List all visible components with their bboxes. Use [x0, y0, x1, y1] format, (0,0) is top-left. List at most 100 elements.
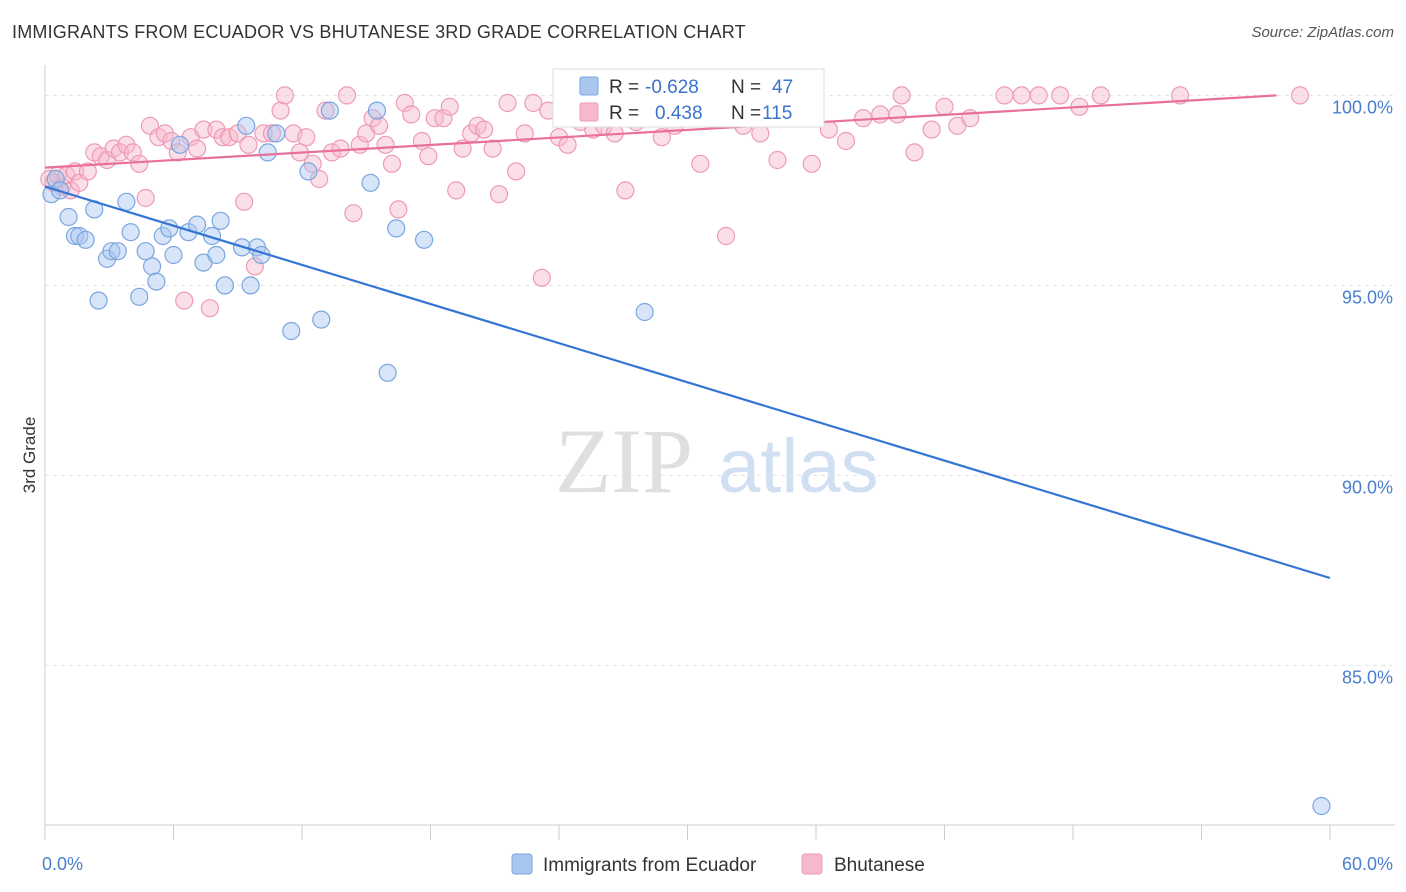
bhutanese-point [344, 204, 363, 223]
bhutanese-point [768, 150, 787, 170]
ecuador-point [361, 173, 380, 192]
y-tick-label: 90.0% [1342, 477, 1393, 497]
bhutanese-point [871, 105, 890, 124]
bottom-legend-swatch-ecuador [511, 853, 533, 875]
bottom-legend: Immigrants from Ecuador Bhutanese [511, 853, 925, 876]
ecuador-point [1312, 796, 1331, 816]
y-tick-labels: 85.0% 90.0% 95.0% 100.0% [1332, 97, 1393, 687]
watermark-zip: ZIP [555, 410, 693, 512]
ecuador-point [170, 135, 190, 154]
bhutanese-point [402, 105, 421, 124]
legend-r-value: 0.438 [655, 103, 703, 124]
ecuador-point [59, 207, 78, 227]
bhutanese-point [117, 135, 136, 154]
bhutanese-point [483, 139, 502, 158]
bhutanese-point [515, 124, 534, 143]
bhutanese-point [297, 128, 316, 147]
ecuador-point [207, 245, 226, 265]
bhutanese-point [136, 188, 155, 208]
bhutanese-point [110, 143, 130, 162]
ecuador-point [387, 219, 406, 238]
bhutanese-point [262, 124, 282, 143]
ecuador-point [46, 169, 65, 189]
ecuador-point [108, 242, 127, 261]
legend-n-value: 47 [772, 77, 793, 98]
legend-r-label: R = [609, 103, 639, 124]
bhutanese-point [1091, 86, 1110, 105]
bhutanese-point [616, 181, 635, 200]
bhutanese-point [434, 109, 453, 128]
bhutanese-point [1012, 86, 1031, 105]
bhutanese-point [275, 86, 294, 105]
ecuador-point [76, 230, 95, 249]
bhutanese-point [187, 139, 207, 158]
bottom-legend-label-ecuador: Immigrants from Ecuador [543, 855, 757, 876]
gridlines [45, 94, 1395, 666]
source-credit: Source: ZipAtlas.com [1251, 24, 1394, 41]
watermark: ZIP atlas [555, 410, 879, 512]
ecuador-point [102, 242, 121, 261]
legend-n-value: 115 [762, 103, 792, 124]
bhutanese-point [888, 105, 907, 124]
bhutanese-point [995, 86, 1014, 105]
bhutanese-point [905, 143, 924, 162]
ecuador-point [367, 101, 387, 120]
bhutanese-point [213, 128, 232, 147]
bhutanese-point [507, 162, 526, 181]
y-tick-label: 85.0% [1342, 667, 1393, 687]
bottom-legend-swatch-bhutanese [801, 853, 823, 875]
legend-n-label: N = [731, 77, 761, 98]
bhutanese-point [78, 162, 97, 181]
ecuador-point [211, 211, 230, 230]
bhutanese-point [322, 143, 342, 162]
bhutanese-point [200, 299, 220, 318]
bhutanese-point [1290, 86, 1310, 105]
ecuador-point [241, 276, 260, 295]
bhutanese-point [395, 93, 414, 113]
legend-r-label: R = [609, 77, 639, 98]
ecuador-point [282, 321, 301, 341]
bhutanese-point [498, 93, 517, 113]
bhutanese-point [389, 200, 408, 219]
bhutanese-point [652, 128, 671, 147]
bhutanese-point [271, 101, 290, 120]
bhutanese-point [1029, 86, 1048, 105]
trend-lines [44, 94, 1331, 580]
x-tick-labels: 0.0% 60.0% [42, 854, 1393, 874]
bhutanese-point [220, 128, 239, 147]
bhutanese-point [1051, 86, 1070, 105]
bhutanese-point [370, 116, 389, 135]
bhutanese-point [194, 120, 213, 139]
ecuador-point [147, 272, 166, 291]
x-tick-label: 60.0% [1342, 854, 1393, 874]
axes [44, 65, 1395, 840]
bhutanese-point [155, 124, 175, 143]
bhutanese-point [162, 131, 181, 151]
bhutanese-point [316, 101, 335, 120]
bhutanese-point [1170, 86, 1190, 105]
bhutanese-point [922, 120, 941, 139]
ecuador-point [635, 302, 654, 322]
ecuador-point [65, 226, 85, 246]
bhutanese-point [331, 139, 350, 158]
bottom-legend-label-bhutanese: Bhutanese [834, 855, 925, 876]
bhutanese-point [935, 97, 954, 116]
bhutanese-point [802, 154, 821, 173]
bhutanese-point [130, 154, 149, 173]
ecuador-point [130, 287, 149, 306]
ecuador-point [414, 230, 434, 249]
bhutanese-point [419, 147, 438, 166]
bhutanese-point [239, 135, 258, 154]
y-tick-label: 95.0% [1342, 287, 1393, 307]
bhutanese-point [337, 86, 357, 105]
ecuador-point [89, 291, 108, 310]
bhutanese-point [382, 154, 402, 173]
bhutanese-point [447, 181, 466, 200]
bhutanese-point [376, 135, 395, 154]
legend-swatch-ecuador [579, 76, 599, 96]
bhutanese-point [691, 154, 710, 173]
bhutanese-point [892, 86, 911, 105]
y-axis-label: 3rd Grade [20, 417, 39, 494]
bhutanese-point [440, 97, 459, 116]
y-tick-label: 100.0% [1332, 97, 1393, 117]
